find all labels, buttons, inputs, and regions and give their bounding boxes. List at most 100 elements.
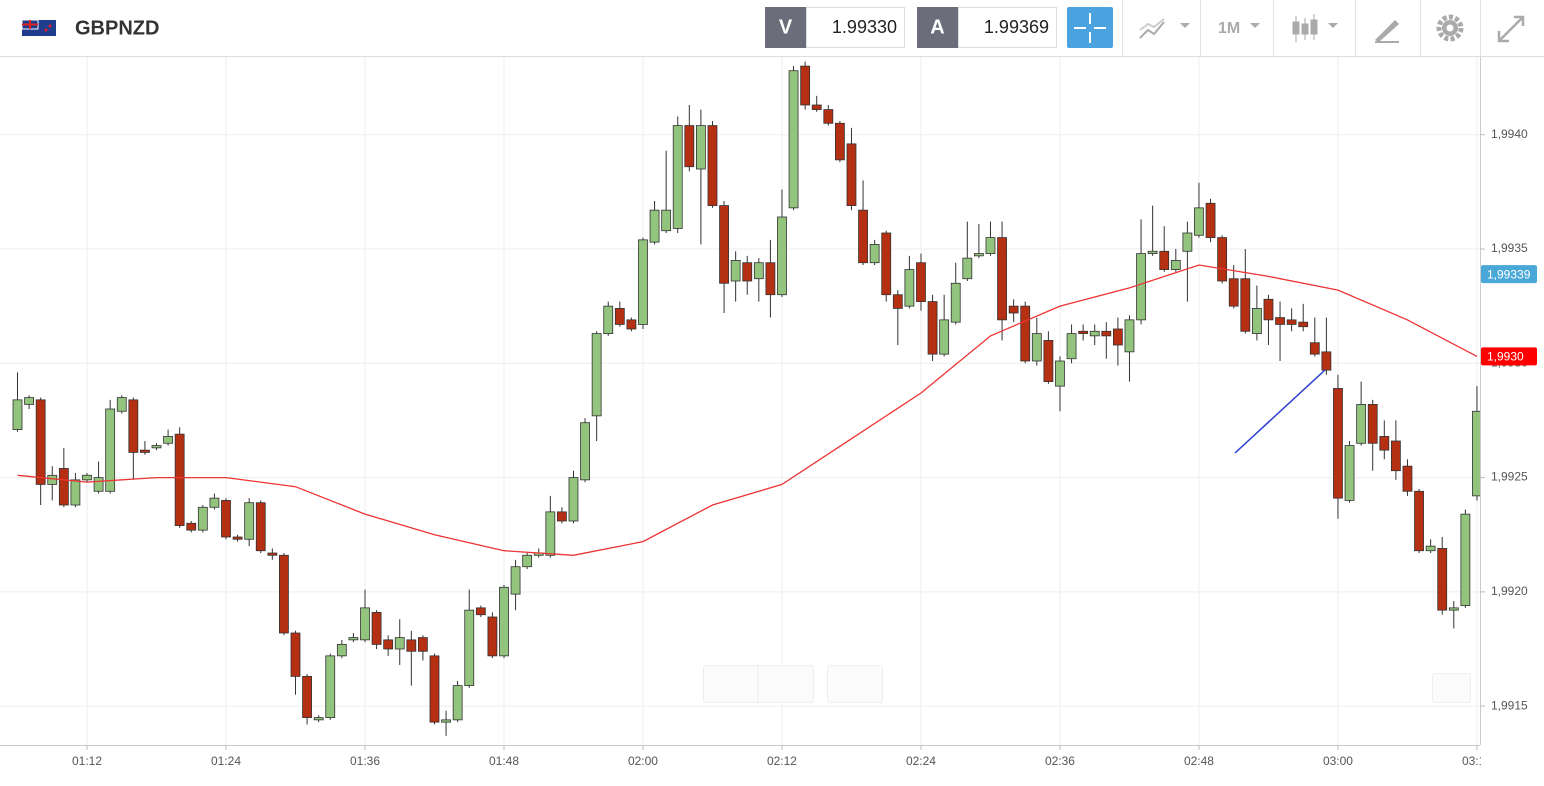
sell-button[interactable]: [765, 7, 806, 48]
candle-body: [151, 445, 162, 449]
candle-body: [1437, 548, 1448, 611]
x-tick-label: 02:00: [628, 754, 658, 768]
sell-price: 1.99330: [832, 17, 897, 37]
candle-body: [174, 433, 185, 526]
candle-body: [47, 474, 58, 485]
crosshair-button[interactable]: [1067, 7, 1113, 48]
candle-body: [360, 607, 370, 641]
buy-price: 1.99369: [984, 17, 1049, 37]
candle-body: [973, 253, 984, 257]
candle-body: [82, 474, 92, 481]
candle-body: [452, 685, 463, 721]
candle-body: [255, 502, 266, 552]
candle-body: [1321, 351, 1332, 371]
candle-body: [232, 536, 243, 540]
draw-button[interactable]: [1375, 20, 1399, 43]
candle-body: [800, 65, 811, 106]
toolbar-dividers: [1122, 0, 1481, 56]
candle-body: [186, 522, 197, 531]
candle-body: [105, 408, 116, 492]
candle-body: [1356, 404, 1367, 444]
settings-button[interactable]: [1436, 14, 1464, 42]
candle-body: [997, 237, 1007, 321]
timeframe-button[interactable]: 1M: [1218, 20, 1260, 37]
candle-body: [336, 644, 347, 657]
candle-body: [730, 260, 741, 282]
candle-body: [765, 262, 776, 296]
x-axis: 01:12 01:24 01:36 01:48 02:00 02:12 02:24 02:36…: [72, 745, 1481, 768]
candle-body: [695, 125, 706, 170]
candle-body: [892, 294, 903, 309]
candle-body: [1344, 445, 1355, 501]
candle-body: [1402, 465, 1413, 492]
candle-body: [672, 125, 683, 229]
price-marker-label: 1,99339: [1487, 267, 1531, 281]
candle-body: [313, 717, 324, 721]
sell-label: V: [779, 16, 793, 38]
candle-body: [244, 502, 255, 540]
candle-body: [394, 637, 405, 650]
candle-body: [290, 632, 301, 677]
candle-body: [325, 655, 336, 718]
chart-type-button[interactable]: [1292, 14, 1338, 42]
candle-body: [499, 586, 509, 657]
candle-body: [12, 399, 23, 430]
candle-body: [626, 319, 637, 330]
candle-body: [545, 511, 556, 556]
sell-price-box: [806, 7, 905, 48]
candle-body: [348, 637, 359, 641]
candle-body: [1182, 232, 1193, 252]
price-marker: [1481, 347, 1537, 366]
candle-body: [1379, 436, 1390, 451]
candle-body: [834, 122, 845, 161]
candle-body: [1159, 250, 1170, 270]
candle-body: [823, 109, 834, 124]
candle-body: [464, 609, 475, 686]
candle-body: [1031, 333, 1042, 362]
candle-body: [371, 612, 382, 645]
price-marker: [1481, 265, 1537, 284]
fullscreen-button[interactable]: [1497, 15, 1525, 43]
x-tick-label: 02:48: [1184, 754, 1214, 768]
y-tick-label: 1,9940: [1491, 127, 1528, 141]
candle-body: [661, 209, 672, 232]
candle-body: [904, 269, 915, 307]
indicator-button[interactable]: [1139, 18, 1190, 39]
x-tick-label: 01:24: [211, 754, 241, 768]
drawn-trendline: [1234, 369, 1326, 454]
candle-body: [1020, 305, 1031, 362]
candle-body: [1136, 253, 1146, 321]
grid: [0, 57, 1480, 745]
buy-button[interactable]: [917, 7, 958, 48]
x-tick-label: 01:48: [489, 754, 519, 768]
candle-body: [197, 506, 208, 531]
candle-body: [638, 239, 648, 325]
candle-body: [591, 333, 602, 417]
candle-body: [881, 232, 892, 296]
candle-body: [93, 477, 104, 492]
candle-body: [406, 639, 417, 652]
candle-body: [1448, 607, 1459, 611]
candle-body: [58, 468, 69, 506]
x-tick-label: 03:00: [1323, 754, 1353, 768]
candle-body: [707, 125, 718, 206]
candle-body: [1390, 440, 1401, 472]
candle-body: [846, 143, 857, 206]
candle-body: [777, 216, 787, 296]
candle-body: [128, 399, 139, 453]
candle-body: [788, 70, 799, 209]
candle-body: [568, 477, 579, 522]
candle-body: [302, 676, 312, 718]
candle-body: [163, 436, 173, 444]
y-tick-label: 1,9935: [1491, 241, 1528, 255]
candle-body: [753, 262, 764, 280]
candle-body: [1275, 317, 1285, 325]
candle-body: [1251, 308, 1262, 334]
moving-average: [17, 264, 1478, 556]
candle-body: [1472, 410, 1480, 497]
candle-body: [950, 282, 961, 323]
symbol: GBPNZD: [75, 17, 159, 39]
candle-body: [475, 607, 486, 616]
